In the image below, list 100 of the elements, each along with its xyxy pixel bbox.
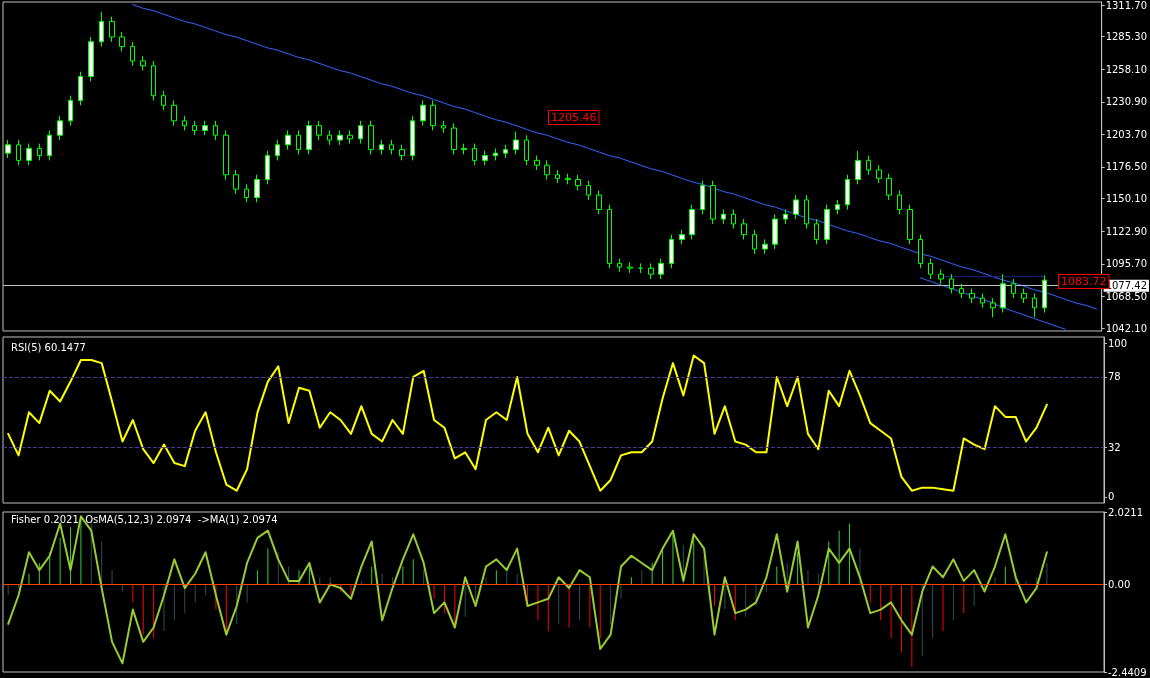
candlestick — [430, 99, 436, 131]
line-series — [7, 354, 1048, 492]
candlestick — [119, 31, 125, 52]
candlestick — [669, 234, 674, 269]
y-tick-label: 1042.10 — [1105, 322, 1148, 334]
candlestick — [451, 122, 457, 155]
candlestick — [244, 183, 249, 203]
candlestick — [202, 120, 208, 136]
candlestick — [441, 120, 446, 134]
candlestick — [296, 129, 301, 155]
candlestick — [461, 143, 467, 155]
ref-line-label: 1077.42 — [1105, 280, 1148, 292]
candlestick — [907, 204, 913, 245]
line-series — [7, 515, 1048, 665]
candlestick — [1000, 273, 1006, 314]
candlestick — [472, 143, 477, 166]
candlestick — [866, 155, 871, 176]
candlestick — [1011, 278, 1016, 299]
candlestick — [814, 218, 819, 245]
y-tick-label: 1285.30 — [1105, 31, 1148, 43]
candlestick — [254, 174, 260, 203]
candlestick — [752, 229, 757, 255]
candlestick — [399, 144, 405, 161]
candlestick — [16, 139, 21, 166]
y-tick-label: 1258.10 — [1105, 63, 1148, 75]
candlestick — [285, 129, 291, 151]
candlestick — [1021, 288, 1027, 304]
y-tick-label: 1095.70 — [1105, 258, 1148, 270]
candlestick — [710, 180, 716, 225]
candlestick — [337, 129, 343, 146]
candlestick — [99, 11, 104, 48]
y-tick-label: 1203.70 — [1105, 128, 1148, 140]
candlestick — [223, 129, 229, 181]
candlestick — [772, 213, 778, 250]
candlestick — [928, 258, 933, 280]
candlestick — [586, 180, 591, 201]
candlestick — [544, 159, 550, 181]
candlestick — [1042, 274, 1047, 314]
candlestick — [171, 99, 177, 127]
chart-title: Fisher 0.2021 OsMA(5,12,3) 2.0974 ->MA(1) 2.0974 — [11, 513, 278, 525]
candlestick — [109, 16, 115, 43]
candlestick — [213, 120, 218, 141]
candlestick — [617, 258, 622, 273]
candlestick — [783, 209, 788, 225]
y-tick-label: 1311.70 — [1105, 0, 1148, 11]
candlestick — [555, 169, 560, 184]
candlestick — [327, 129, 332, 146]
candlestick — [151, 60, 156, 101]
candlestick — [990, 297, 996, 318]
candlestick — [306, 120, 312, 155]
candlestick — [565, 173, 571, 185]
candlestick — [192, 120, 197, 136]
candlestick — [482, 150, 488, 166]
candlestick — [410, 115, 415, 161]
candlestick — [26, 143, 32, 166]
y-tick-label: 1068.50 — [1105, 290, 1148, 302]
candlestick — [658, 258, 664, 280]
candlestick — [949, 273, 954, 294]
y-tick-label: 78 — [1108, 371, 1121, 383]
candlestick — [804, 194, 809, 230]
candlestick — [389, 139, 394, 155]
candlestick — [835, 199, 840, 215]
y-tick-label: 1176.50 — [1105, 161, 1148, 173]
candlestick — [886, 173, 892, 201]
candlestick — [265, 150, 270, 185]
candlestick — [959, 283, 964, 299]
candlestick — [140, 55, 146, 72]
candlestick — [534, 155, 540, 171]
y-tick-label: 100 — [1108, 337, 1128, 349]
candlestick — [347, 129, 353, 145]
candlestick — [648, 262, 654, 280]
candlestick — [37, 143, 42, 161]
candlestick — [233, 169, 239, 195]
candlestick — [5, 139, 11, 159]
candlestick — [47, 129, 52, 161]
candlestick — [731, 209, 736, 230]
candlestick — [741, 218, 747, 240]
candlestick — [897, 189, 902, 215]
candlestick — [358, 120, 363, 145]
candlestick — [379, 139, 384, 155]
candlestick — [980, 292, 985, 309]
candlestick — [855, 150, 861, 185]
candlestick — [78, 71, 83, 106]
candlestick — [793, 194, 799, 220]
candlestick — [607, 204, 612, 269]
candlestick — [420, 99, 426, 127]
candlestick — [493, 147, 498, 161]
y-tick-label: 0 — [1108, 491, 1115, 503]
candlestick — [918, 234, 923, 269]
candlestick — [57, 115, 63, 141]
y-tick-label: 0.00 — [1108, 578, 1131, 590]
candlestick — [824, 204, 830, 245]
candlestick — [524, 134, 529, 166]
candlestick — [938, 268, 944, 285]
candlestick — [700, 180, 705, 215]
candlestick — [161, 90, 166, 111]
y-tick-label: 1150.10 — [1105, 193, 1148, 205]
candlestick — [575, 174, 581, 191]
y-tick-label: 2.0211 — [1108, 506, 1143, 518]
y-tick-label: -2.4409 — [1108, 666, 1147, 678]
